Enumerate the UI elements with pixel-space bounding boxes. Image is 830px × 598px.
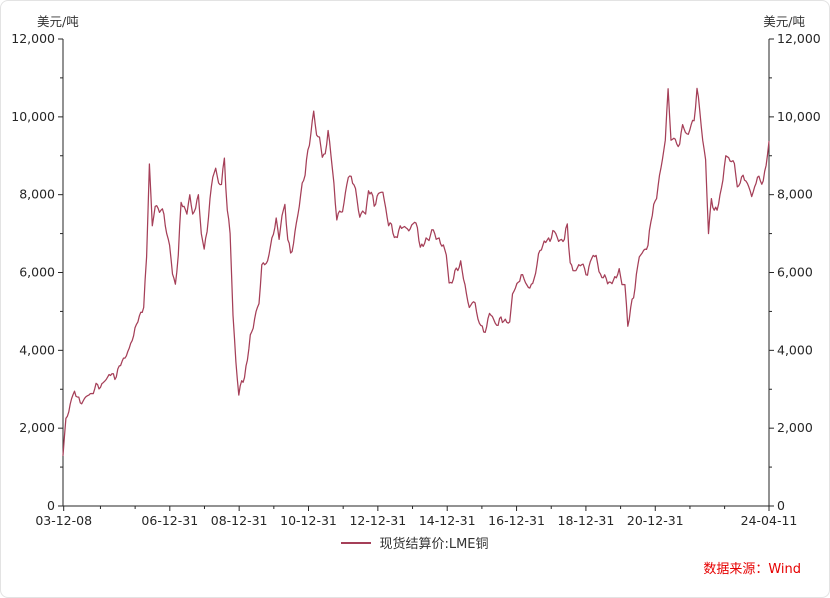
- svg-text:6,000: 6,000: [19, 265, 55, 280]
- svg-text:16-12-31: 16-12-31: [488, 513, 545, 528]
- series-line: [62, 87, 770, 457]
- svg-text:12,000: 12,000: [11, 31, 55, 46]
- svg-text:0: 0: [777, 498, 785, 513]
- ticks: [58, 38, 774, 511]
- y-axis-unit-left: 美元/吨: [37, 14, 79, 29]
- data-source-label: 数据来源：Wind: [703, 562, 801, 577]
- svg-text:14-12-31: 14-12-31: [419, 513, 476, 528]
- svg-text:10-12-31: 10-12-31: [280, 513, 337, 528]
- svg-text:6,000: 6,000: [777, 265, 813, 280]
- y-axis-unit-right: 美元/吨: [763, 14, 805, 29]
- svg-text:8,000: 8,000: [777, 187, 813, 202]
- svg-text:06-12-31: 06-12-31: [141, 513, 198, 528]
- svg-text:2,000: 2,000: [19, 420, 55, 435]
- svg-text:24-04-11: 24-04-11: [741, 513, 798, 528]
- svg-text:12,000: 12,000: [777, 31, 821, 46]
- svg-text:2,000: 2,000: [777, 420, 813, 435]
- svg-text:08-12-31: 08-12-31: [211, 513, 268, 528]
- svg-text:0: 0: [47, 498, 55, 513]
- svg-text:03-12-08: 03-12-08: [35, 513, 92, 528]
- svg-text:10,000: 10,000: [777, 109, 821, 124]
- axes: [62, 39, 770, 507]
- price-line-chart: 0 0 2,000 2,000 4,000 4,000 6,000 6,000 8,000 8,0…: [11, 31, 821, 528]
- legend-line-swatch: [341, 541, 372, 544]
- svg-text:18-12-31: 18-12-31: [558, 513, 615, 528]
- svg-text:4,000: 4,000: [19, 342, 55, 357]
- svg-text:20-12-31: 20-12-31: [627, 513, 684, 528]
- svg-text:8,000: 8,000: [19, 187, 55, 202]
- tick-labels: 0 0 2,000 2,000 4,000 4,000 6,000 6,000 8,000 8,0…: [11, 31, 821, 528]
- svg-text:12-12-31: 12-12-31: [349, 513, 406, 528]
- legend: 现货结算价:LME铜: [1, 533, 829, 552]
- svg-text:4,000: 4,000: [777, 342, 813, 357]
- legend-label: 现货结算价:LME铜: [379, 537, 489, 552]
- svg-text:10,000: 10,000: [11, 109, 55, 124]
